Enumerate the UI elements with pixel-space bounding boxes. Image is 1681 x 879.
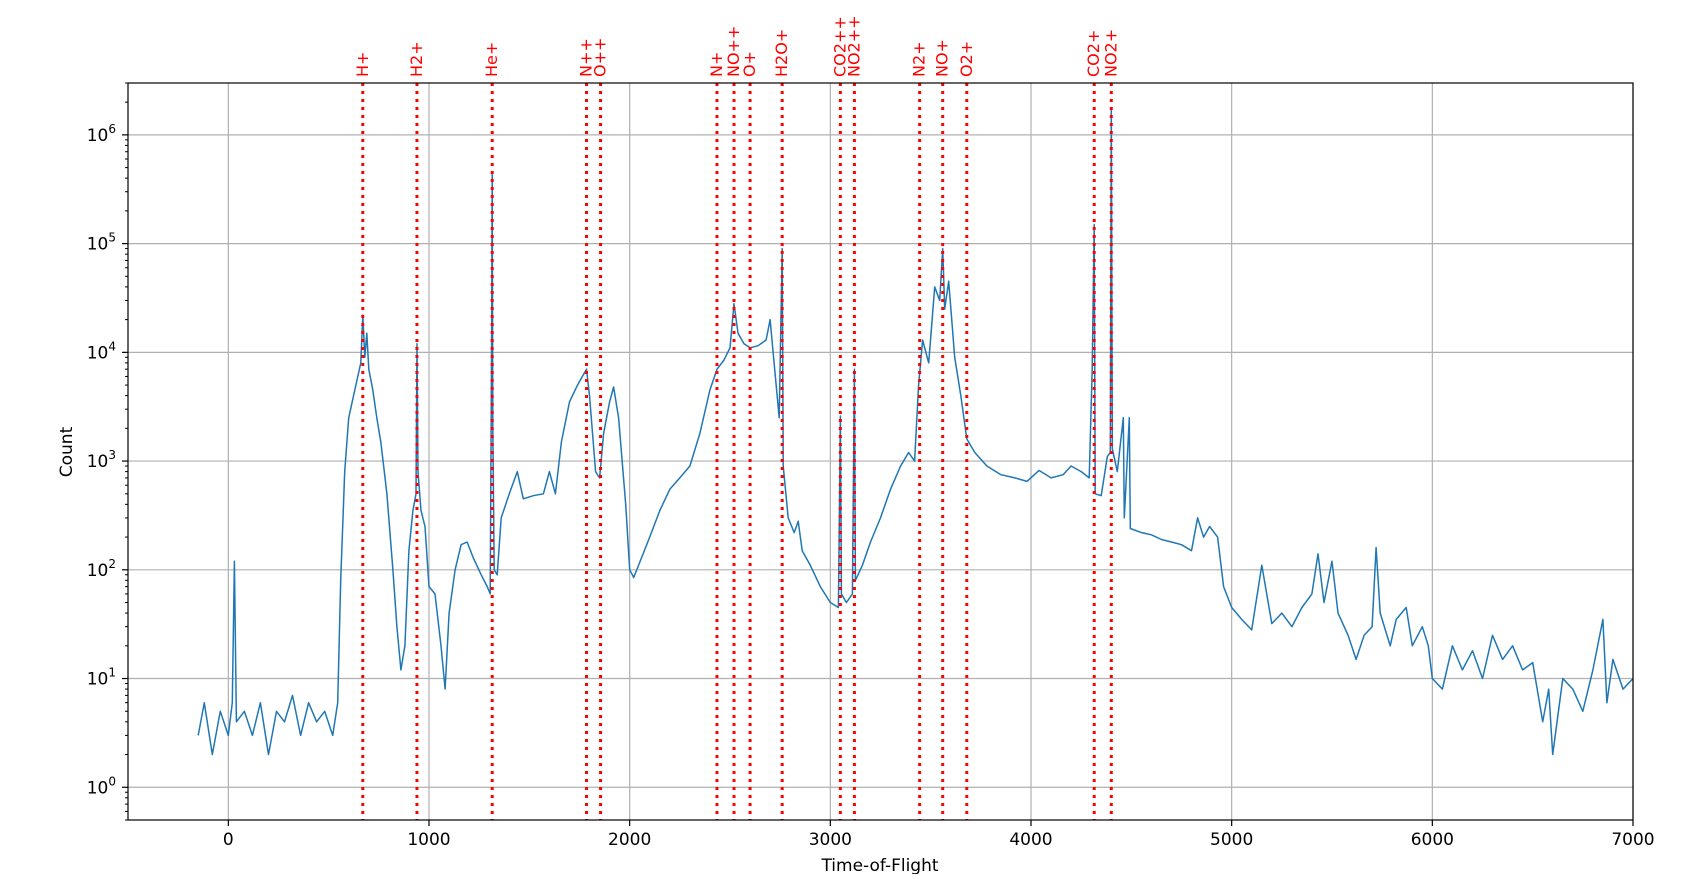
x-tick-label: 7000	[1611, 830, 1654, 850]
grid-layer	[128, 83, 1634, 820]
peak-marker-label: N++	[577, 38, 596, 77]
peak-marker-label: O+	[740, 51, 759, 77]
peak-marker-layer: H+ H2+ He+ N++O++ N+NO++O+ H2O+ CO2++NO2++ N2+ N…	[353, 15, 1120, 820]
peak-marker-label: NO++	[724, 26, 743, 77]
x-axis-label: Time-of-Flight	[820, 856, 938, 874]
y-axis-ticks: 100 101 102 103 104 105 106	[87, 82, 128, 821]
x-tick-label: 3000	[809, 830, 852, 850]
peak-marker-label: O++	[591, 38, 610, 77]
plot-frame	[127, 82, 1634, 821]
peak-marker-label: O2+	[957, 41, 976, 77]
peak-marker-label: CO2++	[830, 16, 849, 77]
y-tick-label: 105	[87, 231, 116, 255]
y-tick-label: 103	[87, 448, 116, 472]
peak-marker-label: H+	[353, 52, 372, 77]
peak-marker-label: H2+	[407, 41, 426, 77]
y-tick-label: 100	[87, 774, 116, 798]
x-tick-label: 0	[223, 830, 234, 850]
x-tick-label: 1000	[407, 830, 450, 850]
x-tick-label: 6000	[1411, 830, 1454, 850]
y-tick-label: 106	[87, 122, 116, 146]
y-tick-label: 102	[87, 557, 116, 581]
x-tick-label: 4000	[1009, 830, 1052, 850]
peak-marker-label: H2O+	[772, 29, 791, 77]
x-tick-label: 2000	[608, 830, 651, 850]
peak-marker-label: He+	[482, 42, 501, 77]
peak-marker-label: NO2+	[1101, 29, 1120, 77]
peak-marker-label: N+	[707, 52, 726, 77]
y-tick-label: 101	[87, 666, 116, 690]
peak-marker-label: NO2++	[844, 15, 863, 77]
x-axis-ticks: 0 1000 2000 3000 4000 5000 6000 7000	[223, 820, 1655, 850]
spectrum-series-line	[197, 109, 1634, 756]
peak-marker-label: NO+	[933, 39, 952, 77]
y-axis-label: Count	[57, 426, 77, 477]
y-tick-label: 104	[87, 339, 116, 363]
x-tick-label: 5000	[1210, 830, 1253, 850]
series-layer	[197, 109, 1634, 756]
peak-marker-label: CO2+	[1084, 30, 1103, 77]
peak-marker-label: N2+	[910, 41, 929, 77]
